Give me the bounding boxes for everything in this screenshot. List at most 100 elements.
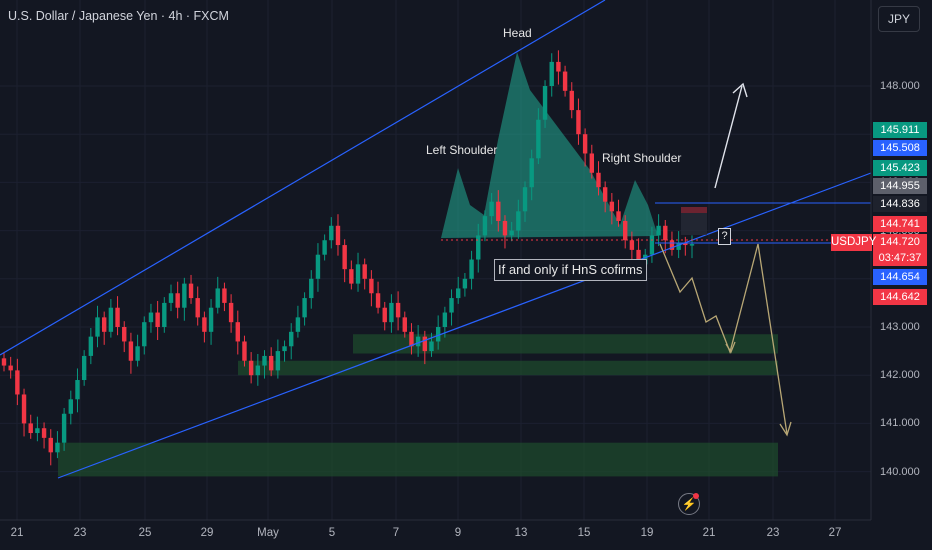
x-tick-label: May bbox=[257, 527, 279, 539]
alert-dot bbox=[693, 493, 699, 499]
candle-body bbox=[382, 307, 387, 323]
candle-body bbox=[242, 341, 247, 361]
currency-button[interactable]: JPY bbox=[878, 6, 920, 32]
candle-body bbox=[375, 293, 381, 308]
lightning-icon[interactable]: ⚡ bbox=[678, 493, 700, 515]
candle-body bbox=[469, 259, 474, 279]
candle-body bbox=[48, 437, 53, 453]
x-tick-label: 25 bbox=[138, 527, 152, 539]
price-label: 144.642 bbox=[873, 289, 927, 305]
upper-channel-line bbox=[0, 0, 606, 356]
x-tick-label: 27 bbox=[828, 527, 842, 539]
lower-channel-line bbox=[57, 172, 872, 479]
candle-body bbox=[88, 336, 94, 356]
position-box bbox=[681, 207, 707, 213]
candle-body bbox=[569, 90, 574, 111]
candle-body bbox=[502, 220, 508, 236]
candle-body bbox=[115, 307, 120, 327]
candle-body bbox=[549, 61, 554, 86]
y-tick-label: 140.000 bbox=[880, 465, 920, 478]
candle-body bbox=[589, 153, 595, 173]
x-tick-label: 29 bbox=[200, 527, 214, 539]
price-label: 144.654 bbox=[873, 269, 927, 285]
candle-body bbox=[342, 245, 347, 270]
y-tick-label: 141.000 bbox=[880, 417, 920, 430]
candle-body bbox=[663, 225, 668, 241]
support-zone bbox=[238, 360, 778, 376]
price-label: 03:47:37 bbox=[873, 250, 927, 266]
candle-body bbox=[689, 244, 695, 246]
price-label: 145.508 bbox=[873, 140, 927, 156]
candle-body bbox=[476, 235, 481, 260]
candle-body bbox=[415, 336, 421, 347]
candle-body bbox=[289, 331, 294, 347]
candle-body bbox=[649, 235, 655, 255]
candle-body bbox=[582, 134, 588, 154]
candle-body bbox=[15, 370, 20, 395]
x-tick-label: 23 bbox=[73, 527, 87, 539]
candle-body bbox=[75, 380, 80, 400]
candle-body bbox=[222, 288, 227, 303]
price-label: 144.741 bbox=[873, 216, 927, 232]
candle-body bbox=[155, 312, 160, 327]
candle-body bbox=[482, 216, 488, 236]
candle-body bbox=[435, 327, 441, 342]
candle-body bbox=[629, 240, 635, 250]
condition-note: If and only if HnS cofirms bbox=[494, 259, 647, 281]
question-marker: ? bbox=[718, 228, 731, 245]
candle-body bbox=[509, 230, 514, 236]
price-label: 145.423 bbox=[873, 160, 927, 176]
candle-body bbox=[55, 442, 60, 453]
candle-body bbox=[315, 254, 321, 279]
y-tick-label: 143.000 bbox=[880, 321, 920, 333]
candle-body bbox=[128, 341, 134, 361]
candle-body bbox=[35, 428, 40, 434]
hns-pattern bbox=[441, 52, 658, 238]
candle-body bbox=[362, 264, 367, 279]
candle-body bbox=[669, 240, 675, 250]
candle-body bbox=[609, 201, 615, 212]
candle-body bbox=[562, 71, 568, 91]
candle-body bbox=[596, 172, 601, 188]
candles bbox=[1, 50, 695, 466]
x-tick-label: 5 bbox=[328, 527, 336, 539]
candle-body bbox=[335, 225, 341, 246]
projection-arrowhead bbox=[779, 421, 792, 437]
candle-body bbox=[168, 293, 174, 303]
candle-body bbox=[623, 220, 628, 241]
candle-body bbox=[208, 307, 214, 332]
candle-body bbox=[95, 317, 100, 337]
candle-body bbox=[282, 346, 287, 352]
candle-body bbox=[175, 293, 180, 308]
candle-body bbox=[322, 240, 327, 255]
candle-body bbox=[235, 322, 240, 342]
candle-body bbox=[28, 423, 33, 434]
candle-body bbox=[228, 302, 234, 323]
price-label: 144.836 bbox=[873, 196, 927, 212]
candle-body bbox=[683, 242, 688, 246]
candle-body bbox=[21, 394, 27, 424]
candle-body bbox=[602, 187, 608, 202]
candle-body bbox=[329, 225, 334, 241]
bearish-projection bbox=[659, 243, 788, 435]
candle-body bbox=[122, 327, 127, 342]
candle-body bbox=[108, 307, 114, 332]
candle-body bbox=[1, 358, 7, 366]
y-tick-label: 148.000 bbox=[880, 80, 920, 92]
candle-body bbox=[522, 187, 528, 212]
candle-body bbox=[409, 331, 414, 347]
candle-body bbox=[422, 336, 428, 352]
candle-body bbox=[442, 312, 448, 327]
x-tick-label: 21 bbox=[702, 527, 716, 539]
support-zone bbox=[58, 442, 778, 477]
candle-body bbox=[81, 355, 87, 381]
candle-body bbox=[268, 355, 274, 371]
left-shoulder-label: Left Shoulder bbox=[426, 143, 498, 157]
candle-body bbox=[369, 278, 374, 294]
candle-body bbox=[135, 346, 140, 361]
candle-body bbox=[496, 201, 501, 221]
candle-body bbox=[262, 355, 267, 366]
candle-body bbox=[636, 249, 641, 265]
candle-body bbox=[68, 399, 73, 414]
